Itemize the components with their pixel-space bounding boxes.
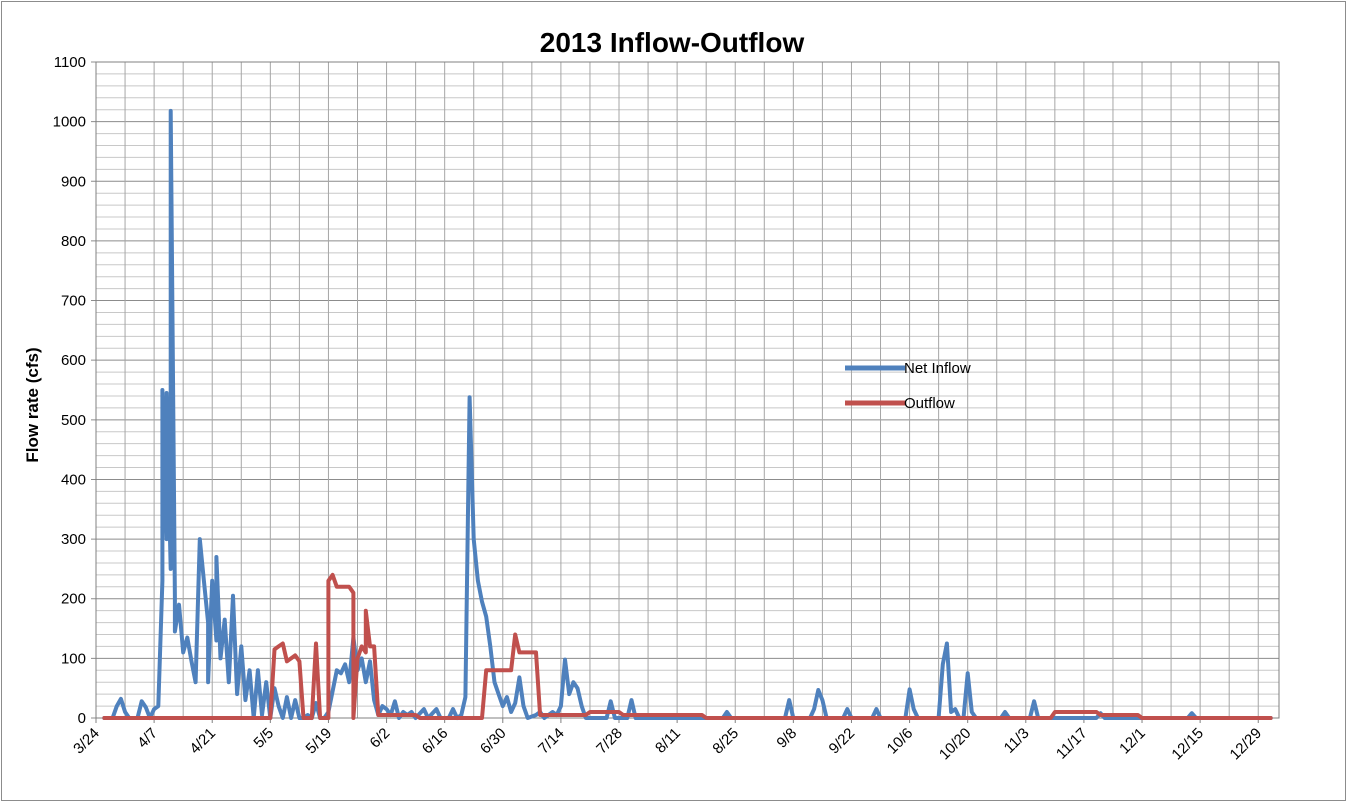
x-tick-label: 10/6 xyxy=(884,725,917,758)
x-tick-label: 10/20 xyxy=(936,725,975,764)
y-tick-label: 200 xyxy=(61,591,86,608)
y-tick-label: 700 xyxy=(61,293,86,310)
x-tick-label: 6/16 xyxy=(419,725,452,758)
x-tick-label: 8/25 xyxy=(709,725,742,758)
x-tick-label: 5/5 xyxy=(250,725,277,752)
x-tick-label: 9/8 xyxy=(773,725,800,752)
x-tick-label: 9/22 xyxy=(826,725,859,758)
x-tick-label: 12/29 xyxy=(1227,725,1266,764)
x-tick-label: 11/17 xyxy=(1053,725,1091,763)
minor-gridlines xyxy=(96,73,1279,707)
y-tick-label: 800 xyxy=(61,233,86,250)
y-tick-label: 500 xyxy=(61,412,86,429)
series-line-2 xyxy=(102,572,1273,720)
series-line-1 xyxy=(102,108,1273,720)
x-tick-label: 7/14 xyxy=(535,725,568,758)
vertical-gridlines xyxy=(95,62,1259,718)
y-tick-label: 300 xyxy=(61,531,86,548)
chart-title: 2013 Inflow-Outflow xyxy=(540,27,805,58)
x-tick-label: 8/11 xyxy=(652,725,684,757)
x-tick-label: 6/30 xyxy=(477,725,510,758)
y-tick-label: 400 xyxy=(61,471,86,488)
y-tick-label: 1100 xyxy=(54,54,86,71)
legend-label: Outflow xyxy=(904,395,955,412)
y-tick-label: 100 xyxy=(61,650,86,667)
x-tick-label: 12/1 xyxy=(1116,725,1149,758)
x-tick-label: 5/19 xyxy=(303,725,336,758)
y-tick-label: 600 xyxy=(61,352,86,369)
x-tick-label: 11/3 xyxy=(1001,725,1033,757)
x-tick-labels: 3/24 4/7 4/21 5/5 5/19 6/2 6/16 6/30 7/14 7/28 8/1… xyxy=(70,718,1265,763)
x-tick-label: 12/15 xyxy=(1168,725,1207,764)
x-tick-label: 6/2 xyxy=(367,725,394,752)
series-lines xyxy=(102,108,1273,720)
major-gridlines xyxy=(91,61,1279,719)
y-axis-label: Flow rate (cfs) xyxy=(23,347,42,462)
x-tick-label: 4/7 xyxy=(134,725,161,752)
x-tick-label: 7/28 xyxy=(593,725,626,758)
legend: Net Inflow Outflow xyxy=(845,360,971,412)
y-tick-label: 900 xyxy=(61,173,86,190)
y-tick-labels: 0 100 200 300 400 500 600 700 800 900 1000 1100 xyxy=(53,54,86,727)
y-tick-label: 1000 xyxy=(53,114,86,131)
legend-label: Net Inflow xyxy=(904,360,971,377)
x-tick-label: 3/24 xyxy=(70,725,103,758)
x-tick-label: 4/21 xyxy=(186,725,219,758)
plot-area xyxy=(95,61,1280,719)
y-tick-label: 0 xyxy=(78,710,86,727)
